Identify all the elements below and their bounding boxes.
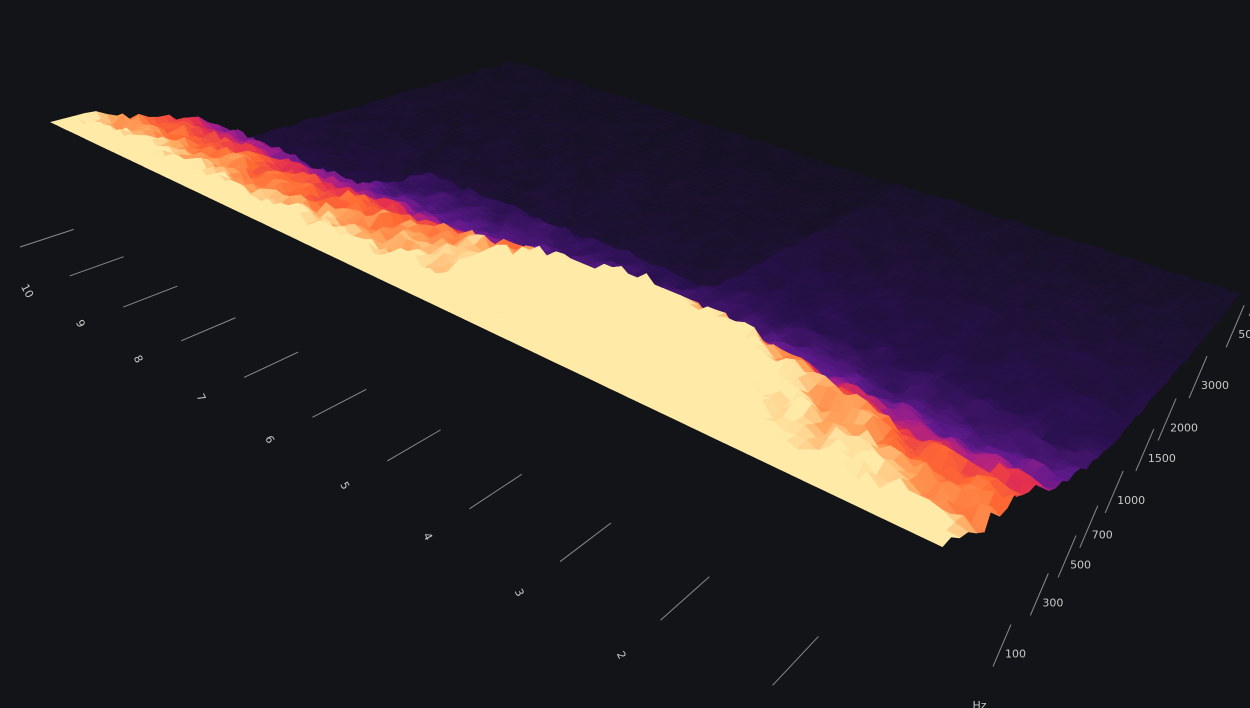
surface [50,61,1241,548]
